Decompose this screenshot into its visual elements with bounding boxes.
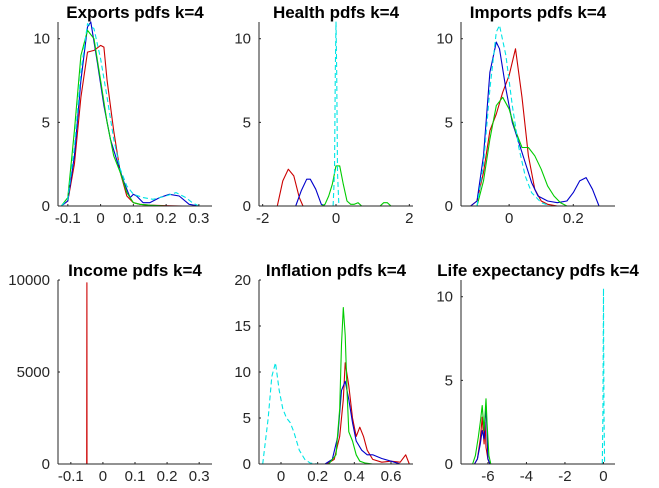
series-line-cyan — [601, 287, 606, 465]
y-tick-label: 5 — [42, 114, 50, 131]
series-line-cyan — [476, 24, 551, 207]
x-tick-label: 0.1 — [125, 468, 146, 485]
subplot-title: Life expectancy pdfs k=4 — [437, 261, 639, 280]
x-tick-label: 0 — [96, 210, 104, 227]
subplot-title: Imports pdfs k=4 — [470, 3, 607, 22]
y-tick-label: 0 — [42, 198, 50, 215]
y-tick-label: 10 — [234, 31, 251, 48]
y-tick-label: 0 — [445, 456, 453, 473]
x-tick-label: 0.3 — [188, 210, 209, 227]
x-tick-label: 0.2 — [563, 210, 584, 227]
x-tick-label: -2 — [558, 468, 571, 485]
series-line-cyan — [332, 21, 340, 207]
series-line-red — [276, 168, 304, 207]
subplot-5: Inflation pdfs k=4 0 0.2 0.4 0.6 0 5 10 15 20 — [234, 261, 413, 485]
y-tick-label: 10000 — [8, 272, 50, 289]
subplot-6: Life expectancy pdfs k=4 -6 -4 -2 0 0 5 10 — [436, 261, 639, 485]
y-tick-label: 20 — [234, 272, 251, 289]
y-tick-label: 0 — [243, 456, 251, 473]
subplot-title: Inflation pdfs k=4 — [266, 261, 407, 280]
y-tick-label: 5 — [243, 114, 251, 131]
y-tick-label: 5 — [243, 410, 251, 427]
series-line-green — [321, 165, 392, 207]
series-line-red — [470, 48, 558, 207]
x-tick-label: -6 — [481, 468, 494, 485]
series-line-cyan — [262, 362, 318, 465]
subplot-title: Health pdfs k=4 — [273, 3, 400, 22]
x-tick-label: 0.4 — [344, 468, 365, 485]
series-line-blue — [295, 178, 326, 207]
subplot-1: Exports pdfs k=4 -0.1 0 0.1 0.2 0.3 0 5 10 — [33, 3, 212, 227]
x-tick-label: -2 — [256, 210, 269, 227]
x-tick-label: 0 — [505, 210, 513, 227]
x-tick-label: 0.6 — [381, 468, 402, 485]
y-tick-label: 10 — [436, 31, 453, 48]
subplot-title: Exports pdfs k=4 — [66, 3, 204, 22]
x-tick-label: 0 — [332, 210, 340, 227]
y-tick-label: 5 — [445, 372, 453, 389]
subplot-4: Income pdfs k=4 -0.1 0 0.1 0.2 0.3 0 5000 10000 — [8, 261, 212, 485]
x-tick-label: 2 — [405, 210, 413, 227]
x-tick-label: -0.1 — [55, 210, 81, 227]
y-tick-label: 15 — [234, 318, 251, 335]
y-tick-label: 10 — [33, 31, 50, 48]
subplot-title: Income pdfs k=4 — [68, 261, 202, 280]
series-line-green — [472, 398, 492, 465]
y-tick-label: 5000 — [17, 364, 50, 381]
x-tick-label: -0.1 — [58, 468, 84, 485]
x-tick-label: -4 — [520, 468, 533, 485]
x-tick-label: 0.1 — [123, 210, 144, 227]
x-tick-label: 0.2 — [307, 468, 328, 485]
y-tick-label: 0 — [243, 198, 251, 215]
subplot-3: Imports pdfs k=4 0 0.2 0 5 10 — [436, 3, 615, 227]
series-line-green — [476, 96, 568, 207]
x-tick-label: 0.2 — [157, 468, 178, 485]
subplot-2: Health pdfs k=4 -2 0 2 0 5 10 — [234, 3, 413, 227]
series-line-green — [60, 29, 199, 207]
x-tick-label: 0 — [99, 468, 107, 485]
y-tick-label: 0 — [445, 198, 453, 215]
y-tick-label: 10 — [234, 364, 251, 381]
series-line-green — [328, 307, 373, 465]
y-tick-label: 5 — [445, 114, 453, 131]
x-tick-label: 0 — [599, 468, 607, 485]
x-tick-label: 0.2 — [156, 210, 177, 227]
y-tick-label: 10 — [436, 289, 453, 306]
series-line-blue — [474, 404, 491, 465]
series-line-blue — [470, 41, 600, 207]
x-tick-label: 0.3 — [189, 468, 210, 485]
series-line-cyan — [60, 23, 200, 207]
x-tick-label: 0 — [277, 468, 285, 485]
series-line-red — [326, 362, 410, 465]
y-tick-label: 0 — [42, 456, 50, 473]
